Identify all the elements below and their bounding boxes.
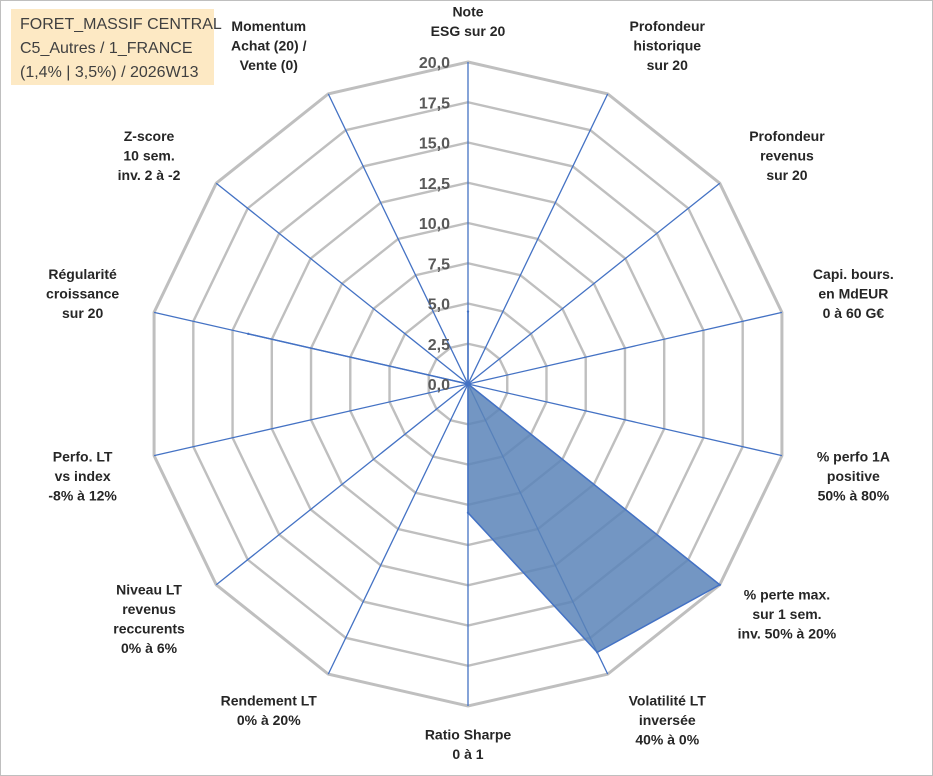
data-point-regularite: [247, 332, 250, 336]
axis-label-prof-rev: Profondeur revenus sur 20: [749, 128, 825, 183]
tick-label-8: 20,0: [419, 55, 450, 72]
axis-label-esg: Note ESG sur 20: [431, 4, 506, 40]
legend-box: FORET_MASSIF CENTRAL C5_Autres / 1_FRANC…: [11, 9, 222, 85]
axis-label-rendement: Rendement LT 0% à 20%: [221, 692, 318, 728]
series-area: [248, 311, 722, 654]
axis-label-perfo-1a: % perfo 1A positive 50% à 80%: [817, 448, 890, 503]
data-point-esg: [466, 310, 470, 313]
axis-label-momentum-line-1: Achat (20) /: [231, 38, 307, 54]
axis-label-capi-line-2: 0 à 60 G€: [823, 305, 885, 321]
axis-label-regularite: Régularité croissance sur 20: [46, 266, 119, 321]
spoke-prof-rev: [467, 182, 721, 385]
spoke-zscore: [215, 182, 469, 385]
axis-label-zscore-line-0: Z-score: [124, 128, 175, 144]
tick-label-1: 2,5: [428, 337, 450, 354]
axis-label-sharpe: Ratio Sharpe 0 à 1: [425, 727, 512, 763]
data-point-momentum: [466, 382, 470, 386]
axis-label-esg-line-1: ESG sur 20: [431, 23, 506, 39]
legend-line-1: FORET_MASSIF CENTRAL: [20, 16, 222, 33]
axis-label-perte-max: % perte max. sur 1 sem. inv. 50% à 20%: [738, 586, 837, 641]
axis-label-prof-rev-line-1: revenus: [760, 148, 814, 164]
axis-label-prof-hist-line-1: historique: [633, 38, 701, 54]
axis-label-perfo-1a-line-0: % perfo 1A: [817, 448, 890, 464]
axis-label-volatilite: Volatilité LT inversée 40% à 0%: [629, 692, 707, 747]
axis-label-regularite-line-1: croissance: [46, 286, 119, 302]
data-point-sharpe: [466, 511, 470, 514]
axis-label-prof-hist-line-2: sur 20: [647, 57, 688, 73]
axis-label-zscore: Z-score 10 sem. inv. 2 à -2: [118, 128, 181, 183]
axis-label-momentum-line-0: Momentum: [231, 18, 306, 34]
legend-line-2: C5_Autres / 1_FRANCE: [20, 40, 193, 57]
axis-label-sharpe-line-1: 0 à 1: [452, 746, 483, 762]
spoke-momentum: [327, 93, 469, 385]
axis-label-capi-line-1: en MdEUR: [818, 286, 888, 302]
tick-label-3: 7,5: [428, 256, 450, 273]
axis-label-perte-max-line-0: % perte max.: [744, 586, 830, 602]
axis-label-regularite-line-0: Régularité: [48, 266, 117, 282]
tick-label-0: 0,0: [428, 377, 450, 394]
axis-label-perfo-1a-line-1: positive: [827, 468, 880, 484]
spoke-perfo-1a: [467, 383, 783, 457]
spoke-niveau-rev: [215, 383, 469, 586]
axis-label-momentum: Momentum Achat (20) / Vente (0): [231, 18, 307, 73]
axis-label-prof-hist: Profondeur historique sur 20: [630, 18, 706, 73]
axis-label-capi: Capi. bours. en MdEUR 0 à 60 G€: [813, 266, 894, 321]
axis-label-perte-max-line-2: inv. 50% à 20%: [738, 625, 837, 641]
axis-label-perfo-1a-line-2: 50% à 80%: [818, 487, 890, 503]
axis-label-niveau-rev-line-0: Niveau LT: [116, 581, 182, 597]
tick-label-4: 10,0: [419, 216, 450, 233]
axis-label-niveau-rev: Niveau LT revenus reccurents 0% à 6%: [113, 581, 185, 656]
axis-label-perte-max-line-1: sur 1 sem.: [752, 606, 821, 622]
spoke-perfo-lt: [153, 383, 469, 457]
tick-label-6: 15,0: [419, 136, 450, 153]
axis-label-volatilite-line-1: inversée: [639, 712, 696, 728]
axis-label-zscore-line-2: inv. 2 à -2: [118, 167, 181, 183]
axis-label-niveau-rev-line-2: reccurents: [113, 620, 185, 636]
legend-line-3: (1,4% | 3,5%) / 2026W13: [20, 64, 199, 81]
axis-label-volatilite-line-0: Volatilité LT: [629, 692, 707, 708]
tick-label-5: 12,5: [419, 176, 450, 193]
axis-label-rendement-line-0: Rendement LT: [221, 692, 318, 708]
tick-label-7: 17,5: [419, 95, 450, 112]
axis-label-capi-line-0: Capi. bours.: [813, 266, 894, 282]
spoke-rendement: [327, 383, 469, 675]
spoke-prof-hist: [467, 93, 609, 385]
axis-label-prof-rev-line-2: sur 20: [766, 167, 807, 183]
axis-label-perfo-lt-line-0: Perfo. LT: [53, 448, 113, 464]
axis-label-perfo-lt-line-2: -8% à 12%: [48, 487, 117, 503]
axis-label-prof-rev-line-0: Profondeur: [749, 128, 825, 144]
axis-label-rendement-line-1: 0% à 20%: [237, 712, 301, 728]
axis-label-sharpe-line-0: Ratio Sharpe: [425, 727, 512, 743]
axis-label-volatilite-line-2: 40% à 0%: [635, 731, 699, 747]
axis-label-regularite-line-2: sur 20: [62, 305, 103, 321]
tick-label-2: 5,0: [428, 297, 450, 314]
axis-label-esg-line-0: Note: [452, 4, 483, 20]
axis-label-niveau-rev-line-1: revenus: [122, 601, 176, 617]
axis-label-perfo-lt: Perfo. LT vs index -8% à 12%: [48, 448, 117, 503]
spoke-capi: [467, 311, 783, 385]
axis-label-zscore-line-1: 10 sem.: [123, 148, 174, 164]
data-point-volatilite: [596, 651, 599, 654]
axis-label-perfo-lt-line-1: vs index: [55, 468, 111, 484]
data-point-perte-max: [718, 583, 721, 586]
axis-label-momentum-line-2: Vente (0): [240, 57, 298, 73]
axis-label-prof-hist-line-0: Profondeur: [630, 18, 706, 34]
axis-label-niveau-rev-line-3: 0% à 6%: [121, 640, 178, 656]
